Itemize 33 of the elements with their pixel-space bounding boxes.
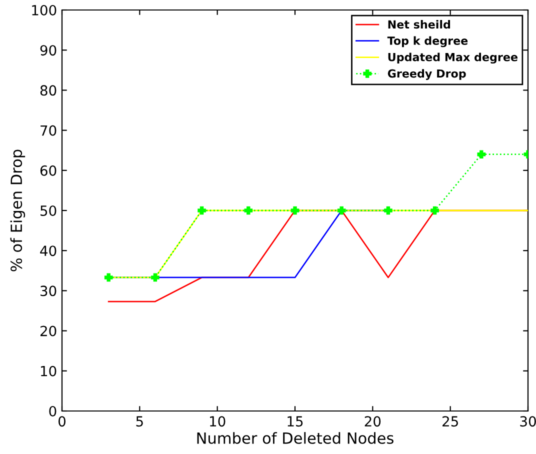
point — [198, 206, 206, 215]
legend-label: Net sheild — [388, 20, 450, 29]
y-tick-label: 20 — [40, 326, 56, 336]
point — [290, 206, 300, 215]
x-tick-label: 0 — [58, 416, 66, 427]
point — [384, 206, 392, 215]
y-tick-label: 0 — [49, 406, 56, 416]
y-tick-label: 40 — [40, 246, 56, 256]
y-tick-label: 100 — [32, 4, 56, 16]
x-tick-label: 10 — [210, 416, 226, 427]
y-tick-label: 70 — [40, 125, 56, 136]
y-tick-label: 50 — [40, 205, 56, 216]
y-tick-label: 30 — [40, 286, 56, 296]
x-axis-title: Number of Deleted Nodes — [197, 432, 394, 444]
legend-label: Greedy Drop — [388, 69, 466, 80]
point — [477, 150, 486, 159]
y-axis-title: % of Eigen Drop — [10, 150, 26, 272]
legend-label: Top k degree — [387, 36, 468, 48]
y-tick-label: 90 — [40, 45, 56, 56]
x-tick-label: 25 — [442, 416, 458, 427]
y-tick-label: 80 — [40, 85, 56, 96]
y-tick-label: 10 — [40, 366, 56, 376]
y-tick-label: 60 — [40, 165, 56, 176]
x-tick-label: 15 — [288, 416, 303, 427]
point — [337, 206, 346, 215]
x-tick-label: 5 — [136, 416, 143, 427]
point — [151, 273, 160, 282]
x-tick-label: 30 — [520, 416, 536, 427]
point — [430, 206, 439, 215]
point — [104, 273, 113, 282]
legend-label: Updated Max degree — [388, 52, 518, 64]
point — [244, 206, 253, 215]
x-tick-label: 20 — [364, 416, 381, 427]
